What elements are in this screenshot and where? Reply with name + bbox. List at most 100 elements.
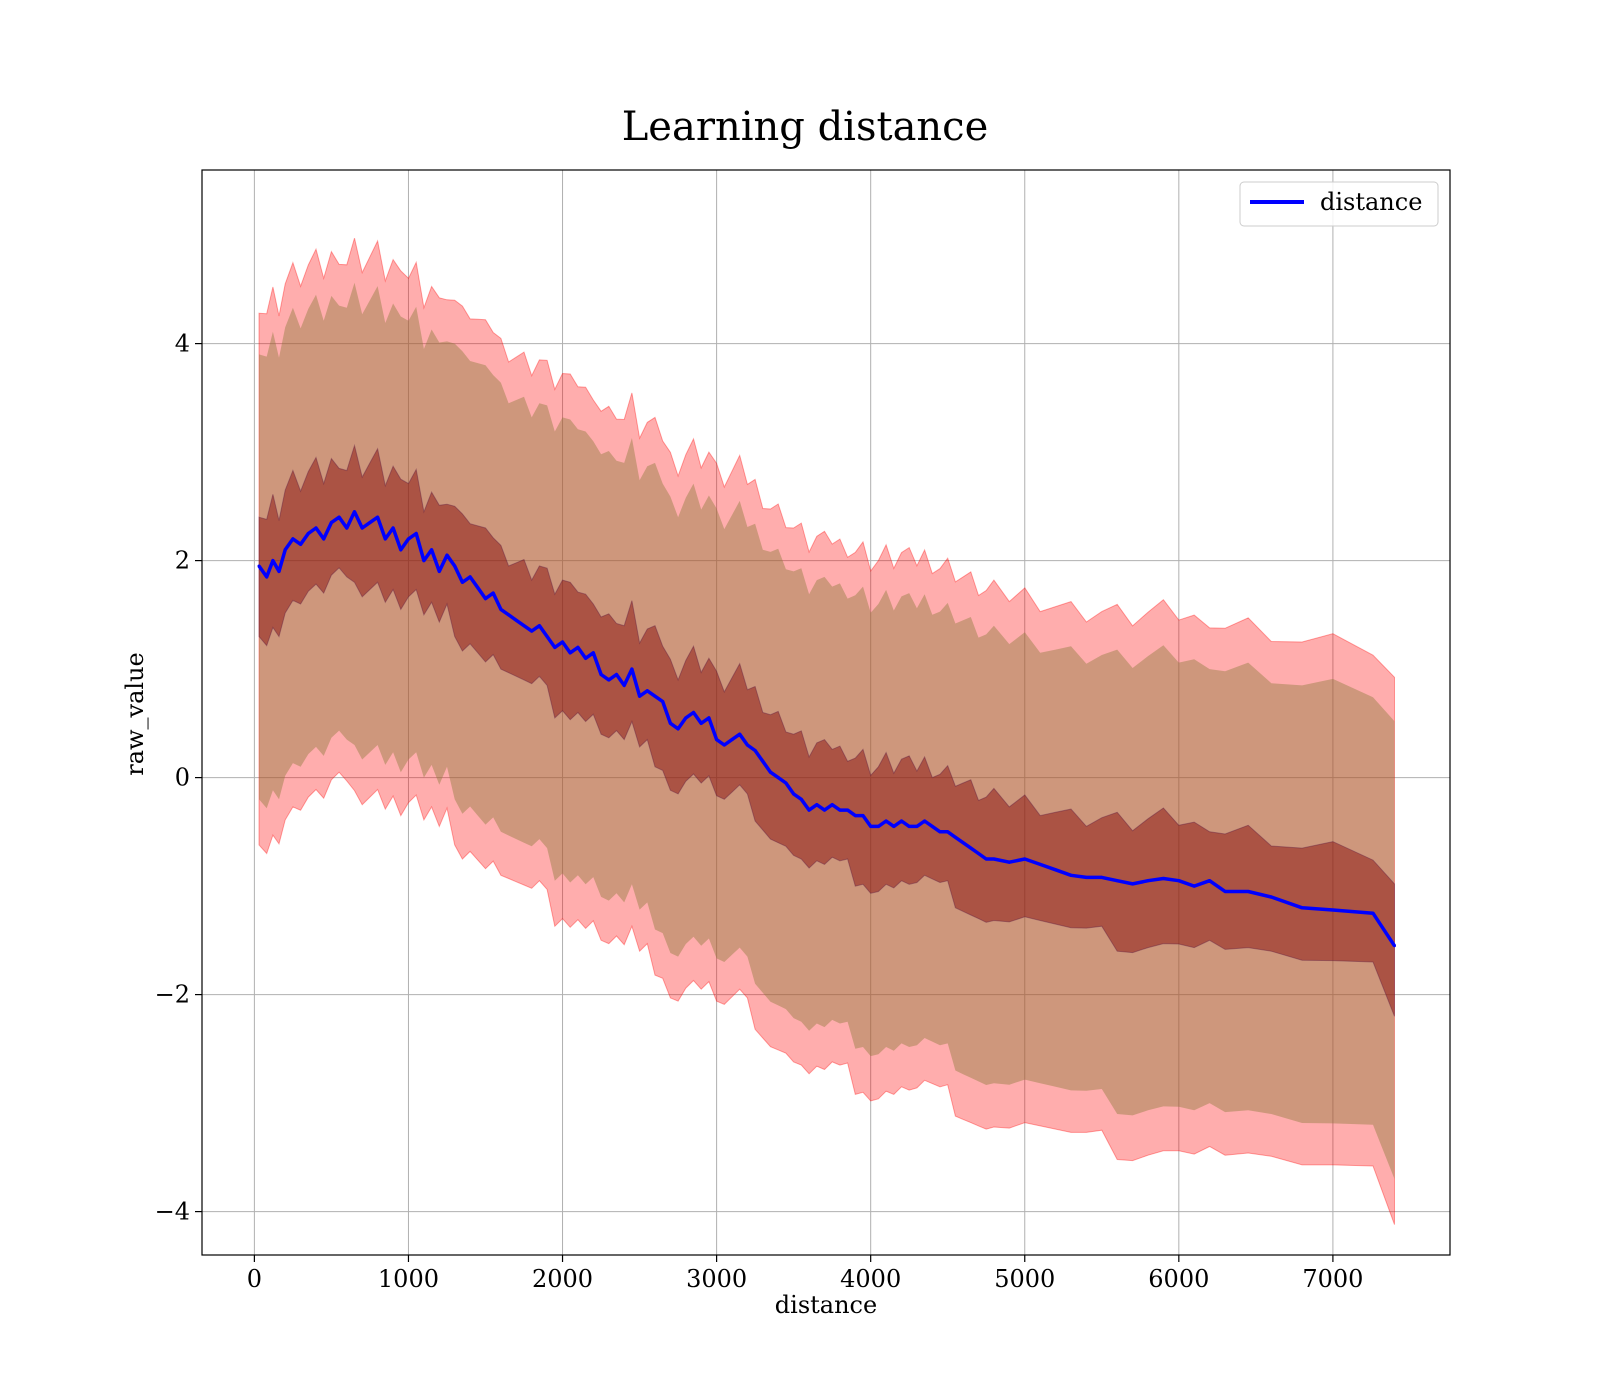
data-point-7 — [306, 532, 310, 535]
data-point-81 — [876, 824, 880, 828]
data-point-42 — [576, 645, 580, 649]
x-tick-label-3: 3000 — [686, 1265, 747, 1293]
data-point-72 — [807, 808, 811, 812]
data-point-44 — [591, 651, 595, 655]
data-point-56 — [684, 716, 688, 720]
y-tick-label-0: −4 — [155, 1198, 190, 1226]
data-point-29 — [476, 586, 480, 590]
data-point-54 — [668, 721, 672, 725]
data-point-14 — [360, 526, 364, 530]
data-point-55 — [676, 727, 680, 731]
data-point-111 — [1223, 890, 1227, 893]
data-point-45 — [599, 673, 603, 676]
data-point-39 — [553, 645, 557, 649]
data-point-101 — [1069, 873, 1073, 877]
y-axis: −4 −2 0 2 4 — [155, 330, 202, 1226]
data-point-16 — [376, 515, 380, 519]
x-axis-label: distance — [775, 1291, 877, 1319]
data-point-51 — [645, 689, 649, 693]
data-point-76 — [838, 808, 842, 812]
data-point-105 — [1131, 882, 1135, 886]
data-point-80 — [869, 824, 873, 828]
x-tick-label-4: 4000 — [840, 1265, 901, 1293]
data-point-1 — [265, 575, 269, 579]
x-tick-label-1: 1000 — [378, 1265, 439, 1293]
data-point-23 — [430, 548, 434, 552]
data-point-26 — [453, 564, 457, 568]
data-point-27 — [460, 580, 464, 584]
y-tick-label-4: 4 — [175, 330, 190, 358]
data-point-95 — [984, 857, 988, 861]
data-point-50 — [638, 694, 642, 698]
data-point-17 — [383, 537, 387, 541]
data-point-63 — [738, 732, 742, 736]
data-point-41 — [568, 651, 572, 655]
plot-frame — [201, 169, 1451, 1256]
y-axis-label: raw_value — [121, 652, 149, 776]
data-point-9 — [322, 537, 326, 541]
data-point-117 — [1393, 944, 1396, 948]
data-point-11 — [337, 515, 341, 519]
data-point-108 — [1177, 879, 1181, 883]
data-point-90 — [946, 830, 950, 834]
series-line-distance — [257, 510, 1396, 947]
data-point-78 — [853, 814, 857, 818]
data-point-94 — [977, 852, 980, 855]
x-axis: 0 1000 2000 3000 4000 5000 6000 7000 — [247, 1255, 1363, 1293]
data-point-5 — [291, 537, 295, 541]
data-point-98 — [1023, 857, 1027, 861]
x-tick-label-2: 2000 — [532, 1265, 593, 1293]
y-tick-label-2: 0 — [175, 764, 190, 792]
data-point-79 — [861, 814, 865, 818]
data-point-112 — [1246, 890, 1250, 893]
data-point-35 — [522, 624, 526, 628]
data-point-82 — [884, 819, 888, 823]
data-point-60 — [715, 738, 719, 742]
data-point-8 — [314, 526, 318, 530]
data-point-91 — [953, 835, 957, 839]
data-point-15 — [368, 521, 372, 525]
data-point-114 — [1300, 906, 1304, 910]
data-point-25 — [445, 553, 449, 557]
data-point-18 — [391, 526, 395, 530]
data-point-62 — [730, 738, 734, 742]
data-point-64 — [745, 743, 749, 747]
outer-band — [258, 237, 1395, 1225]
data-point-103 — [1100, 875, 1104, 879]
data-point-46 — [607, 678, 611, 682]
data-point-49 — [630, 667, 634, 671]
data-point-73 — [815, 803, 819, 807]
x-tick-label-7: 7000 — [1302, 1265, 1363, 1293]
data-point-59 — [707, 716, 711, 720]
data-point-31 — [491, 591, 495, 595]
data-point-30 — [484, 597, 487, 601]
data-point-96 — [992, 857, 996, 861]
y-tick-label-3: 2 — [175, 547, 190, 575]
data-point-43 — [584, 656, 588, 660]
data-point-2 — [271, 559, 275, 563]
inner-band — [258, 443, 1395, 1017]
y-tick-label-1: −2 — [155, 981, 190, 1009]
data-point-33 — [507, 613, 511, 617]
data-point-84 — [900, 819, 903, 823]
data-point-47 — [615, 673, 618, 676]
data-point-68 — [776, 776, 780, 780]
data-point-113 — [1269, 895, 1273, 899]
data-point-92 — [961, 841, 965, 845]
data-point-6 — [299, 542, 303, 546]
data-point-3 — [277, 569, 281, 573]
data-point-4 — [283, 548, 287, 552]
data-point-83 — [892, 824, 896, 828]
confidence-bands — [258, 237, 1395, 1225]
x-tick-label-6: 6000 — [1148, 1265, 1209, 1293]
data-point-69 — [784, 781, 788, 785]
data-point-40 — [561, 640, 564, 644]
data-point-24 — [437, 569, 441, 573]
data-point-48 — [622, 683, 626, 687]
data-point-106 — [1146, 879, 1150, 883]
data-point-67 — [769, 770, 772, 774]
data-point-12 — [345, 526, 349, 530]
data-point-36 — [530, 629, 534, 633]
data-point-61 — [722, 743, 726, 747]
data-point-88 — [930, 824, 934, 828]
